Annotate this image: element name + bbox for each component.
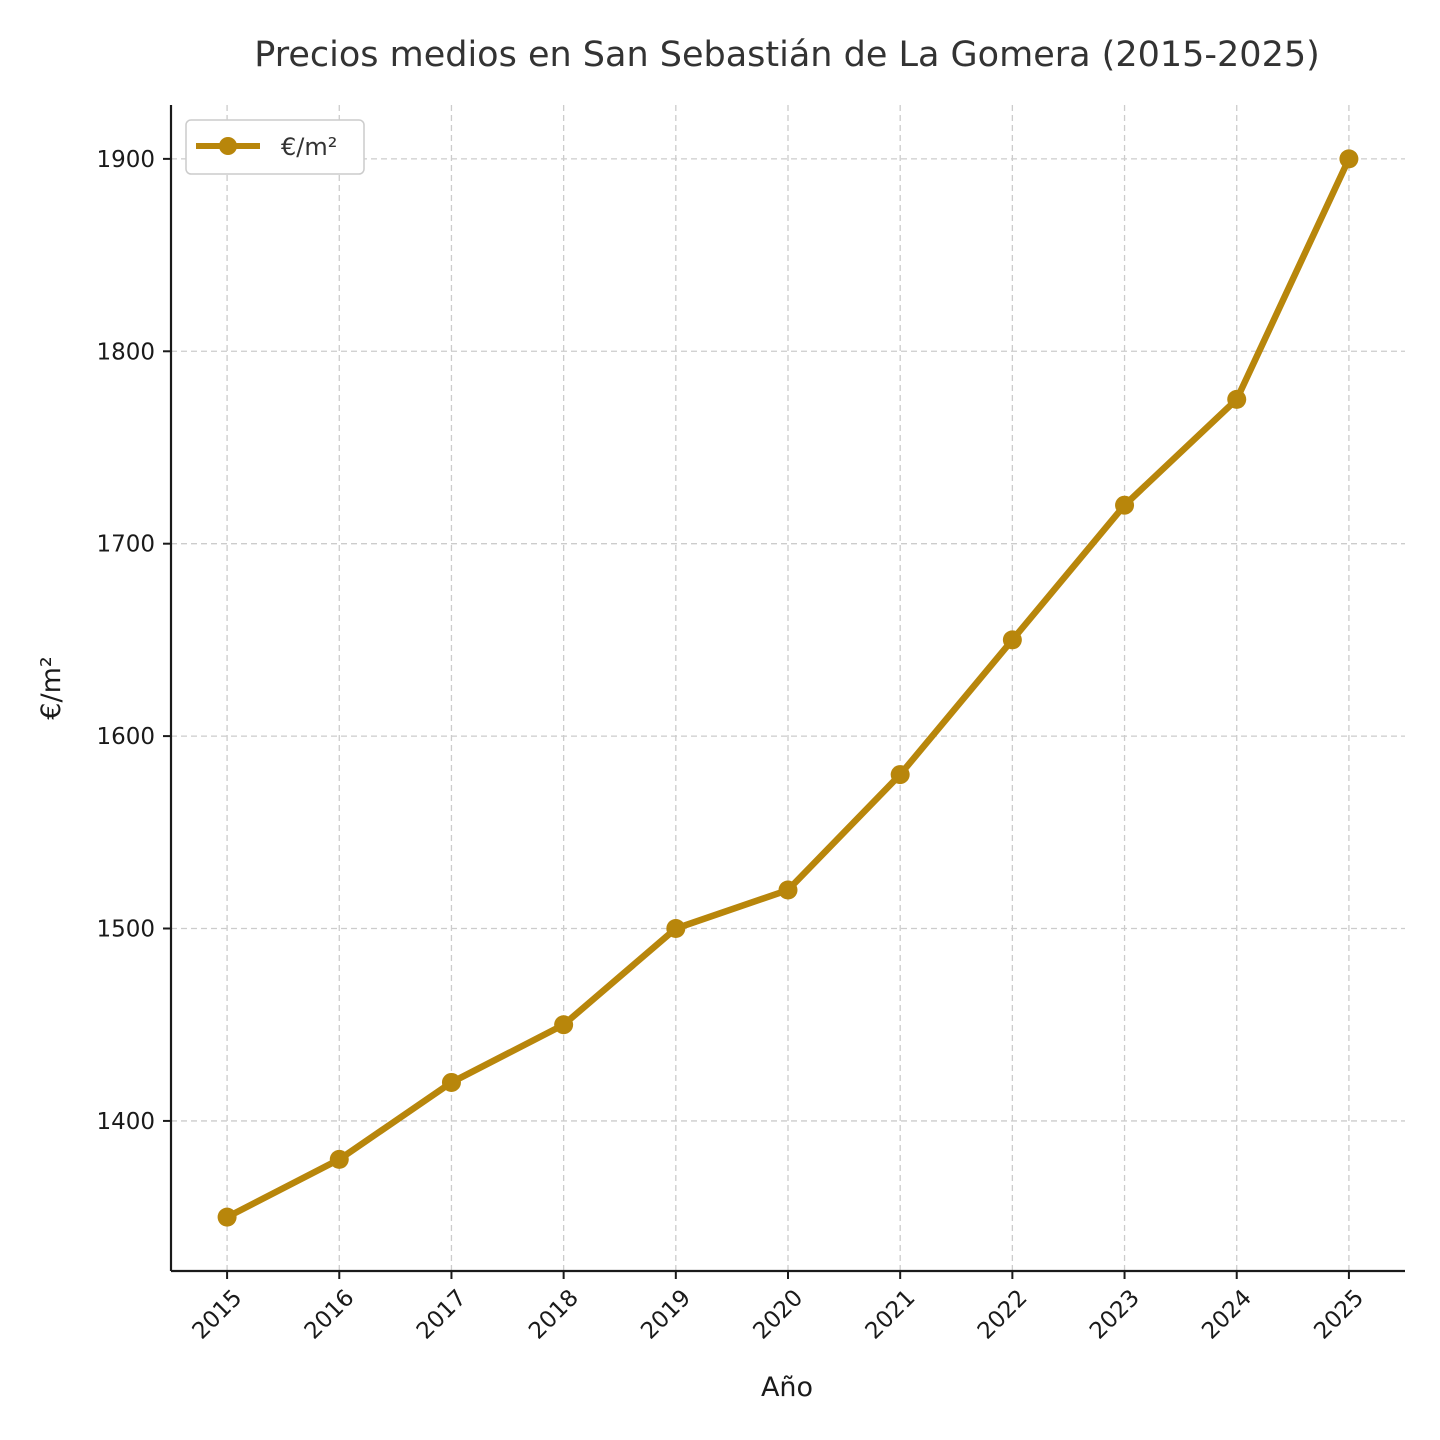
x-tick-label: 2023 [1085, 1285, 1145, 1345]
data-point [554, 1015, 574, 1035]
data-point [1339, 149, 1359, 169]
x-tick-label: 2025 [1309, 1285, 1369, 1345]
x-tick-label: 2015 [188, 1285, 248, 1345]
grid-lines [171, 105, 1405, 1271]
data-point [890, 765, 910, 785]
data-point [666, 919, 686, 939]
y-tick-label: 1600 [96, 724, 155, 750]
y-tick-label: 1800 [96, 339, 155, 365]
y-axis-ticks: 1400 1500 1600 1700 1800 1900 [96, 147, 171, 1135]
x-tick-label: 2017 [412, 1285, 472, 1345]
chart-title: Precios medios en San Sebastián de La Go… [254, 35, 1320, 75]
x-axis-ticks: 2015 2016 2017 2018 2019 2020 2021 2022 2023 2024… [188, 1271, 1369, 1345]
x-tick-label: 2021 [861, 1285, 921, 1345]
x-tick-label: 2020 [748, 1285, 808, 1345]
legend-entry-label: €/m² [281, 133, 337, 161]
data-point [778, 880, 798, 900]
legend-marker-swatch [219, 137, 237, 155]
legend: €/m² [185, 119, 365, 175]
legend-frame [185, 119, 365, 175]
x-axis-label: Año [761, 1372, 813, 1403]
y-tick-label: 1700 [96, 532, 155, 558]
series-layer [217, 149, 1359, 1227]
data-point [1002, 630, 1022, 650]
y-axis-label: €/m² [36, 656, 67, 719]
y-tick-label: 1400 [96, 1109, 155, 1135]
x-tick-label: 2016 [300, 1285, 360, 1345]
data-point [441, 1072, 461, 1092]
data-point [1227, 389, 1247, 409]
x-tick-label: 2019 [636, 1285, 696, 1345]
data-point [1115, 495, 1135, 515]
data-point [329, 1149, 349, 1169]
x-tick-label: 2024 [1197, 1285, 1257, 1345]
y-tick-label: 1900 [96, 147, 155, 173]
data-point [217, 1207, 237, 1227]
y-tick-label: 1500 [96, 917, 155, 943]
x-tick-label: 2018 [524, 1285, 584, 1345]
x-tick-label: 2022 [973, 1285, 1033, 1345]
